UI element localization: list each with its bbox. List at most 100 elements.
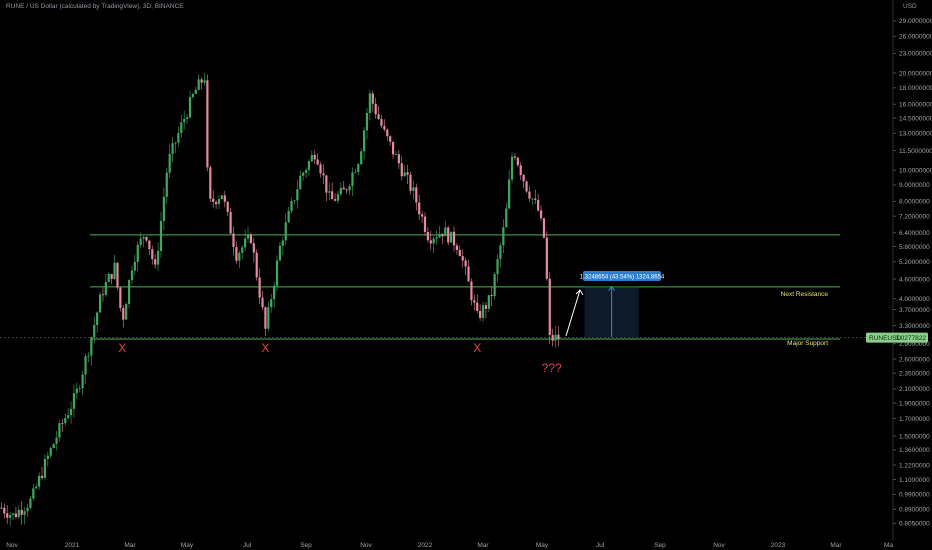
candle-body bbox=[333, 199, 337, 201]
candle-body bbox=[223, 195, 226, 202]
y-tick-label: 1.3600000 bbox=[899, 447, 930, 454]
candle-body bbox=[273, 285, 276, 300]
candle-body bbox=[339, 187, 342, 195]
candle-body bbox=[415, 187, 418, 203]
candle-body bbox=[180, 122, 183, 133]
candle-body bbox=[67, 415, 70, 418]
time-axis[interactable]: Nov 2021 Mar May Jul Sep Nov 2022 Mar May Jul Sep No… bbox=[6, 542, 893, 549]
candles bbox=[0, 73, 560, 526]
y-tick-label: 1.9000000 bbox=[899, 400, 930, 407]
candle-body bbox=[168, 153, 171, 173]
y-tick-label: 1.1000000 bbox=[899, 477, 930, 484]
candle-body bbox=[551, 334, 554, 341]
candle-body bbox=[423, 216, 427, 232]
candle-body bbox=[429, 240, 432, 244]
measure-arrow bbox=[608, 285, 616, 291]
candle-body bbox=[444, 227, 447, 237]
candle-body bbox=[9, 514, 12, 518]
candle-body bbox=[493, 274, 496, 297]
y-tick-label: 2.1000000 bbox=[899, 386, 930, 393]
candle-body bbox=[142, 236, 145, 239]
candle-body bbox=[188, 97, 192, 118]
candle-body bbox=[244, 238, 247, 248]
candle-body bbox=[403, 172, 406, 177]
candle-body bbox=[470, 281, 473, 301]
candle-body bbox=[328, 191, 331, 193]
candle-body bbox=[185, 117, 189, 119]
candle-body bbox=[116, 262, 119, 288]
question-annotation: ??? bbox=[542, 361, 562, 375]
x-tick-label: Sep bbox=[300, 542, 312, 549]
candle-body bbox=[467, 266, 470, 282]
candle-body bbox=[206, 80, 209, 168]
price-badge-symbol: RUNEUSD bbox=[869, 335, 901, 342]
candle-body bbox=[490, 295, 493, 297]
candle-body bbox=[23, 511, 26, 515]
measure-tool[interactable]: 1.3248654 (43.54%) 1324.8654 bbox=[580, 271, 665, 338]
candle-body bbox=[481, 305, 485, 318]
candle-body bbox=[165, 172, 168, 197]
candle-body bbox=[145, 236, 148, 241]
y-tick-label: 4.6000000 bbox=[899, 276, 930, 283]
candle-body bbox=[3, 507, 6, 514]
candle-body bbox=[322, 173, 325, 176]
candle-body bbox=[78, 388, 81, 389]
candle-body bbox=[26, 507, 29, 512]
y-tick-label: 4.0000000 bbox=[899, 296, 930, 303]
candle-body bbox=[432, 238, 435, 244]
next-resistance-label: Next Resistance bbox=[781, 291, 829, 298]
candle-body bbox=[17, 509, 20, 518]
annotations: X X X??? bbox=[118, 289, 584, 375]
candle-body bbox=[75, 388, 78, 394]
candle-body bbox=[107, 274, 110, 283]
candle-body bbox=[119, 287, 122, 309]
y-tick-label: 5.8000000 bbox=[899, 244, 930, 251]
candle-body bbox=[241, 247, 244, 253]
price-axis[interactable]: 29.0000000 26.0000000 23.0000000 20.0000000… bbox=[866, 18, 932, 528]
candle-body bbox=[258, 277, 261, 298]
candle-body bbox=[11, 513, 15, 515]
x-tick-label: Mar bbox=[830, 542, 842, 549]
candle-body bbox=[299, 175, 302, 190]
candle-body bbox=[32, 488, 35, 499]
x-tick-label: Nov bbox=[6, 542, 18, 549]
candle-body bbox=[154, 259, 157, 265]
candle-body bbox=[316, 159, 319, 165]
candle-body bbox=[473, 300, 476, 303]
candle-body bbox=[93, 324, 96, 338]
candle-body bbox=[293, 200, 296, 202]
candle-body bbox=[420, 214, 424, 217]
candle-body bbox=[377, 114, 380, 119]
y-tick-label: 3.3000000 bbox=[899, 323, 930, 330]
y-tick-label: 0.9900000 bbox=[899, 492, 930, 499]
candle-body bbox=[441, 233, 444, 237]
candle-body bbox=[212, 198, 215, 202]
candle-body bbox=[386, 129, 389, 137]
measure-label: 1.3248654 (43.54%) 1324.8654 bbox=[580, 274, 665, 280]
candle-body bbox=[264, 307, 267, 329]
candle-body bbox=[519, 165, 522, 176]
candle-body bbox=[531, 198, 534, 200]
candle-body bbox=[209, 167, 212, 199]
y-tick-label: 2.6000000 bbox=[899, 356, 930, 363]
x-tick-label: Ma bbox=[884, 542, 893, 549]
candle-body bbox=[522, 175, 525, 182]
candle-body bbox=[409, 174, 412, 191]
candle-body bbox=[397, 154, 400, 164]
candle-body bbox=[348, 186, 351, 191]
candle-body bbox=[281, 240, 284, 246]
candle-body bbox=[217, 199, 221, 205]
candle-body bbox=[284, 222, 287, 241]
candle-body bbox=[539, 210, 543, 219]
candle-body bbox=[345, 189, 348, 191]
x-marker-annotation: X bbox=[118, 341, 126, 355]
y-tick-label: 14.5000000 bbox=[899, 115, 932, 122]
candle-body bbox=[354, 171, 357, 173]
x-tick-label: Sep bbox=[654, 542, 666, 549]
candle-body bbox=[235, 247, 238, 261]
x-tick-label: 2022 bbox=[418, 542, 433, 549]
candle-body bbox=[331, 191, 334, 200]
x-tick-label: May bbox=[536, 542, 549, 549]
candle-body bbox=[64, 417, 67, 424]
